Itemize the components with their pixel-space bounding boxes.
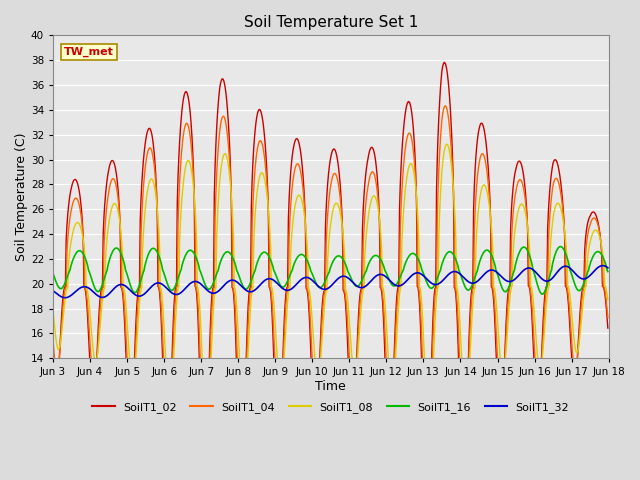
Text: TW_met: TW_met [64, 47, 114, 57]
X-axis label: Time: Time [316, 380, 346, 393]
Title: Soil Temperature Set 1: Soil Temperature Set 1 [244, 15, 418, 30]
Y-axis label: Soil Temperature (C): Soil Temperature (C) [15, 132, 28, 261]
Legend: SoilT1_02, SoilT1_04, SoilT1_08, SoilT1_16, SoilT1_32: SoilT1_02, SoilT1_04, SoilT1_08, SoilT1_… [88, 397, 573, 417]
